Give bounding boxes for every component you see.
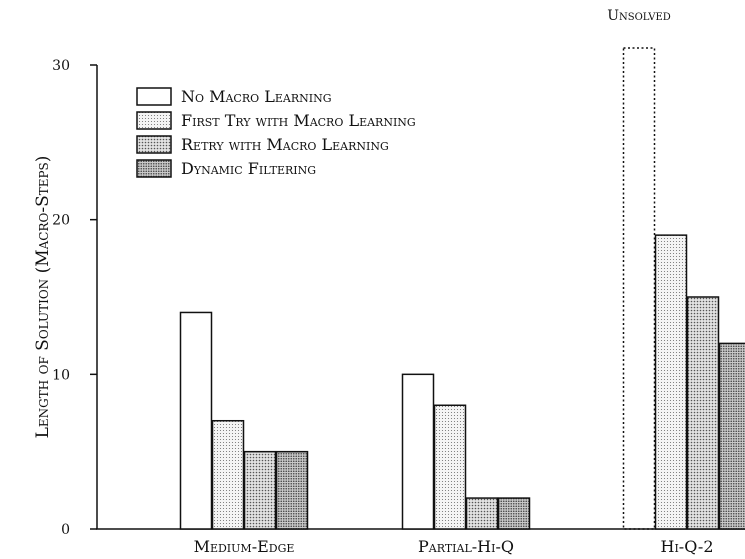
bar	[433, 404, 467, 530]
y-tick-label: 30	[52, 58, 70, 74]
bar	[275, 450, 309, 530]
legend-swatch	[136, 135, 172, 154]
legend-label: First Try with Macro Learning	[181, 111, 416, 130]
y-tick-label: 20	[52, 213, 70, 229]
y-tick-label: 0	[61, 522, 70, 538]
y-axis-title: Length of Solution (Macro-Steps)	[33, 156, 53, 439]
x-tick-label: Hi-Q-2	[661, 537, 714, 556]
legend-swatch	[136, 111, 172, 130]
bar	[465, 497, 499, 530]
bar	[243, 450, 277, 530]
bar-unsolved	[622, 47, 656, 530]
legend-swatch	[136, 159, 172, 178]
x-tick-labels: Medium-Edge Partial-Hi-Q Hi-Q-2	[194, 537, 714, 556]
legend-label: Retry with Macro Learning	[181, 135, 389, 154]
bar	[654, 234, 688, 530]
bar	[211, 419, 245, 530]
legend-label: No Macro Learning	[181, 87, 332, 106]
annotation-unsolved: Unsolved	[607, 8, 671, 24]
bar	[686, 296, 720, 530]
bar	[718, 342, 745, 530]
legend: No Macro Learning First Try with Macro Le…	[136, 87, 416, 178]
bars	[179, 47, 745, 530]
legend-label: Dynamic Filtering	[181, 159, 316, 178]
y-ticks: 0 10 20 30	[52, 58, 97, 538]
bar	[401, 373, 435, 530]
bar	[179, 311, 213, 530]
x-tick-label: Medium-Edge	[194, 537, 295, 556]
legend-swatch	[136, 87, 172, 106]
annotations: Unsolved	[607, 8, 671, 24]
x-tick-label: Partial-Hi-Q	[418, 537, 514, 556]
y-tick-label: 10	[52, 367, 70, 383]
bar	[497, 497, 531, 530]
